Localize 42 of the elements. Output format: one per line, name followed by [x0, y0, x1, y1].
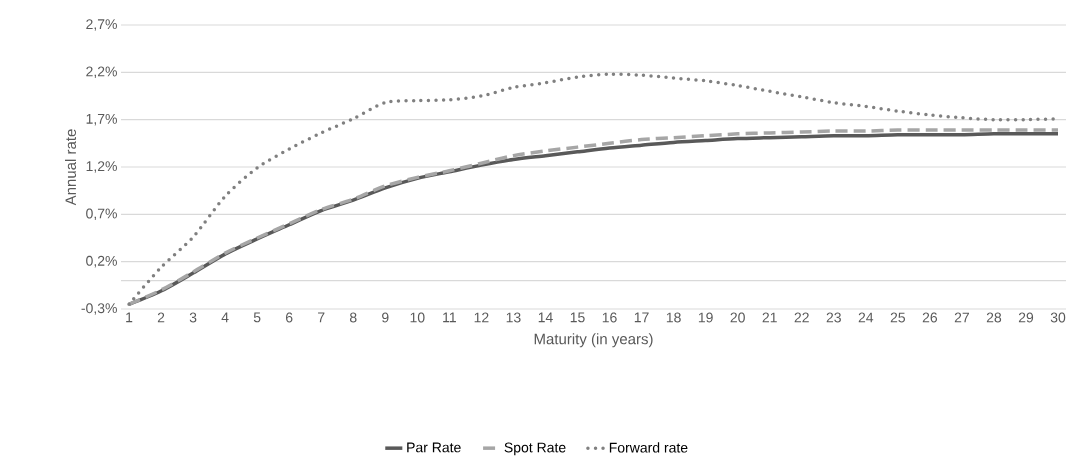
x-tick-label: 15 [570, 312, 585, 323]
x-tick-label: 1 [126, 312, 133, 323]
y-tick-label: 2,2% [86, 66, 117, 79]
x-tick-label: 21 [762, 312, 777, 323]
x-tick-label: 16 [602, 312, 617, 323]
y-tick-label: 1,2% [86, 161, 117, 173]
x-tick-label: 3 [189, 312, 197, 323]
x-tick-label: 17 [634, 312, 649, 323]
x-tick-label: 23 [826, 312, 841, 323]
x-tick-label: 2 [157, 312, 165, 323]
x-tick-label: 29 [1018, 312, 1034, 323]
x-tick-label: 18 [666, 312, 681, 323]
x-tick-label: 14 [538, 312, 553, 323]
x-tick-label: 10 [410, 312, 425, 323]
x-tick-label: 26 [922, 312, 938, 323]
x-tick-label: 9 [382, 312, 389, 323]
y-tick-label: 0,7% [86, 208, 117, 221]
x-tick-label: 11 [443, 312, 456, 323]
x-tick-label: 27 [954, 312, 969, 323]
x-tick-label: 25 [890, 312, 906, 323]
x-tick-label: 30 [1050, 312, 1066, 323]
y-axis-title: Annual rate [65, 129, 77, 206]
y-tick-label: 1,7% [86, 113, 117, 126]
x-tick-label: 24 [858, 312, 874, 323]
x-tick-label: 22 [794, 312, 809, 323]
legend-label: Forward rate [609, 442, 688, 453]
y-tick-label: -0,3% [81, 303, 117, 315]
x-tick-label: 20 [730, 312, 745, 323]
x-tick-label: 7 [318, 312, 325, 323]
x-tick-label: 8 [349, 312, 357, 323]
x-tick-label: 28 [986, 312, 1002, 323]
legend-label: Spot Rate [504, 442, 566, 456]
x-tick-label: 13 [506, 312, 521, 323]
x-tick-label: 5 [253, 312, 261, 323]
x-tick-label: 19 [698, 312, 713, 323]
x-tick-label: 6 [285, 312, 293, 323]
x-tick-label: 4 [221, 312, 229, 323]
y-tick-label: 0,2% [86, 255, 117, 268]
x-axis-title: Maturity (in years) [534, 333, 653, 348]
x-tick-label: 12 [474, 312, 489, 323]
y-tick-label: 2,7% [86, 19, 117, 31]
legend-label: Par Rate [407, 442, 461, 453]
